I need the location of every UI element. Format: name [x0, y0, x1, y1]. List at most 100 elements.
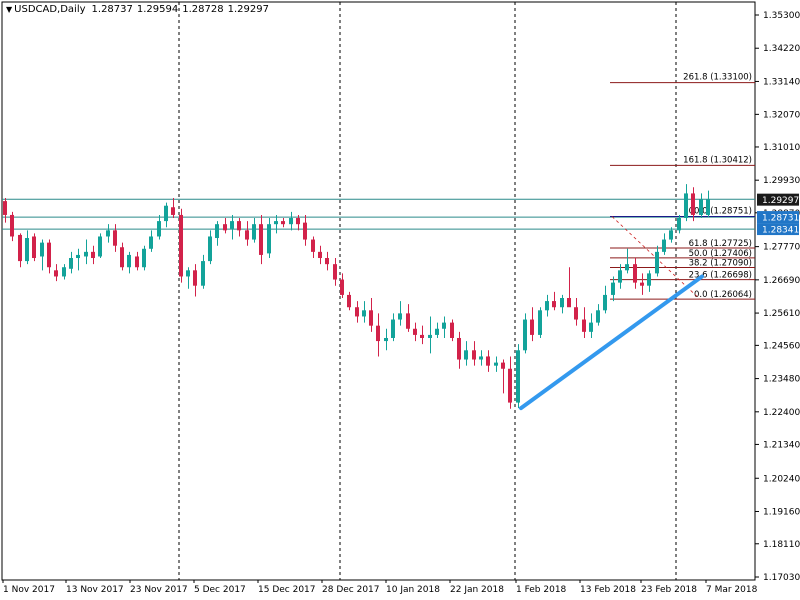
candle-body — [596, 310, 600, 323]
y-axis-label: 1.24560 — [763, 341, 800, 351]
price-tag-label: 1.29297 — [762, 196, 799, 206]
candle-body — [398, 313, 402, 320]
candle-body — [127, 254, 131, 268]
dropdown-triangle-icon[interactable]: ▼ — [6, 5, 13, 14]
candle-body — [355, 307, 359, 317]
candle-body — [442, 322, 446, 329]
x-axis-label: 13 Nov 2017 — [66, 585, 124, 595]
candle-body — [420, 334, 424, 338]
candle-body — [223, 224, 227, 231]
candle-body — [655, 251, 659, 274]
candle-body — [625, 264, 629, 271]
x-axis-label: 23 Nov 2017 — [130, 585, 188, 595]
candle-body — [523, 319, 527, 351]
candle-body — [611, 282, 615, 295]
fib-level-label: 61.8 (1.27725) — [689, 239, 752, 249]
y-axis-label: 1.20240 — [763, 474, 800, 484]
candle-body — [376, 325, 380, 342]
candle-body — [589, 322, 593, 332]
candle-body — [391, 319, 395, 338]
candle-body — [142, 248, 146, 268]
candle-body — [3, 201, 7, 215]
candle-body — [640, 282, 644, 286]
candle-body — [450, 322, 454, 338]
x-axis-label: 10 Jan 2018 — [386, 585, 440, 595]
candle-body — [274, 221, 278, 225]
candle-body — [318, 251, 322, 259]
candle-body — [208, 236, 212, 262]
x-axis-label: 22 Jan 2018 — [450, 585, 504, 595]
candle-body — [552, 301, 556, 308]
candle-body — [201, 261, 205, 286]
candle-body — [84, 251, 88, 257]
y-axis-label: 1.33140 — [763, 77, 800, 87]
candle-body — [325, 258, 329, 265]
candle-body — [149, 236, 153, 249]
candle-body — [10, 214, 14, 237]
x-axis-label: 1 Feb 2018 — [516, 585, 567, 595]
y-axis-label: 1.25610 — [763, 309, 800, 319]
candle-body — [230, 221, 234, 229]
candle-body — [69, 258, 73, 269]
candle-body — [530, 319, 534, 335]
fib-level-label: 23.6 (1.26698) — [689, 271, 752, 281]
trendline — [519, 274, 704, 411]
candle-body — [157, 221, 161, 237]
candle-body — [267, 224, 271, 254]
candle-body — [567, 297, 571, 308]
low-value: 1.28728 — [182, 4, 224, 15]
x-axis-label: 7 Mar 2018 — [706, 585, 758, 595]
candle-body — [413, 328, 417, 335]
candle-body — [98, 236, 102, 257]
fib-level-label: 100.0 (1.28751) — [683, 206, 752, 216]
x-axis-label: 15 Dec 2017 — [258, 585, 316, 595]
candle-body — [18, 234, 22, 262]
candle-body — [684, 193, 688, 219]
candle-body — [479, 356, 483, 360]
candle-body — [699, 199, 703, 215]
candle-body — [706, 199, 710, 215]
y-axis-label: 1.34220 — [763, 44, 800, 54]
open-value: 1.28737 — [91, 4, 133, 15]
y-axis-label: 1.32070 — [763, 110, 800, 120]
candle-body — [603, 294, 607, 311]
candle-body — [340, 279, 344, 295]
candle-body — [135, 256, 139, 268]
x-axis-label: 13 Feb 2018 — [580, 585, 636, 595]
candle-body — [281, 221, 285, 225]
y-axis-label: 1.22400 — [763, 408, 800, 418]
fib-level-label: 50.0 (1.27406) — [689, 249, 752, 259]
symbol-label: USDCAD,Daily — [14, 4, 86, 15]
x-axis-label: 5 Dec 2017 — [194, 585, 246, 595]
fib-level-label: 38.2 (1.27090) — [689, 259, 752, 269]
y-axis-label: 1.19160 — [763, 507, 800, 517]
candle-body — [494, 362, 498, 366]
candle-body — [120, 247, 124, 268]
price-tag-label: 1.28731 — [762, 214, 799, 224]
x-axis-label: 23 Feb 2018 — [641, 585, 697, 595]
y-axis-label: 1.17030 — [763, 573, 800, 583]
candle-body — [384, 337, 388, 342]
candle-body — [669, 230, 673, 240]
y-axis-label: 1.27770 — [763, 243, 800, 253]
y-axis-label: 1.35300 — [763, 11, 800, 21]
high-value: 1.29594 — [136, 4, 179, 15]
close-value: 1.29297 — [227, 4, 269, 15]
candle-body — [362, 310, 366, 317]
candle-body — [303, 222, 307, 240]
plot-frame — [1, 1, 756, 581]
candle-body — [164, 205, 168, 222]
candle-body — [457, 337, 461, 360]
candle-body — [464, 350, 468, 360]
candle-body — [333, 264, 337, 280]
y-axis-label: 1.31010 — [763, 143, 800, 153]
candle-body — [32, 236, 36, 259]
candle-body — [472, 350, 476, 360]
candle-body — [677, 218, 681, 231]
candle-body — [618, 270, 622, 283]
y-axis-label: 1.29930 — [763, 176, 800, 186]
candle-body — [647, 273, 651, 286]
candle-body — [245, 230, 249, 240]
